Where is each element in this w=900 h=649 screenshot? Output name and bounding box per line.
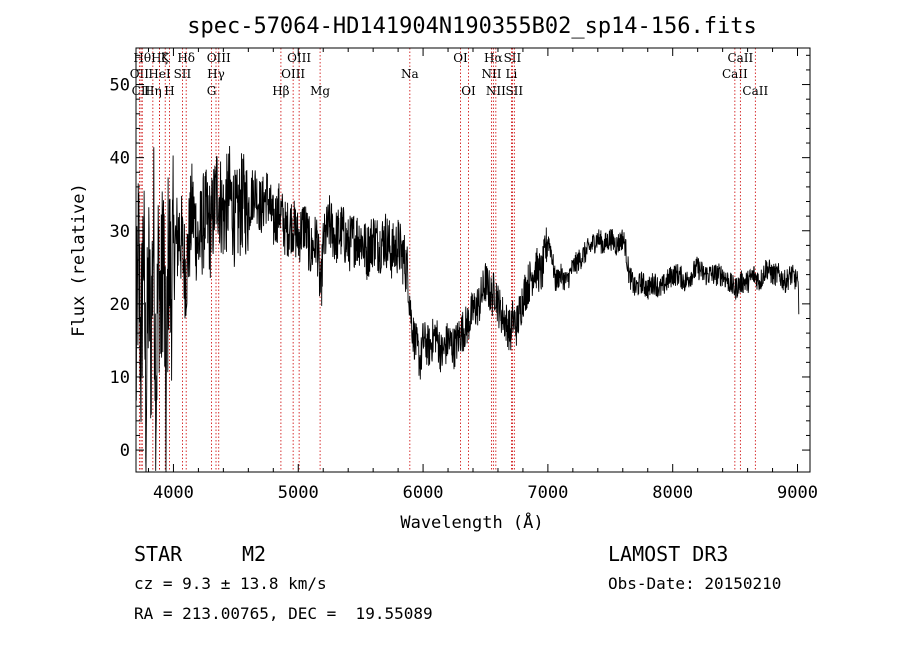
coordinates: RA = 213.00765, DEC = 19.55089	[134, 604, 433, 623]
marker-label-2: Hη	[144, 84, 162, 98]
x-tick-label-4: 8000	[652, 483, 693, 503]
x-tick-label-1: 5000	[278, 483, 319, 503]
marker-label-13: Hβ	[272, 84, 289, 98]
x-tick-label-3: 7000	[527, 483, 568, 503]
marker-label-24: SII	[504, 51, 522, 65]
marker-label-17: Na	[401, 67, 419, 81]
marker-label-6: K	[161, 51, 171, 65]
x-tick-label-0: 4000	[153, 483, 194, 503]
survey-name: LAMOST DR3	[608, 542, 729, 566]
chart-title: spec-57064-HD141904N190355B02_sp14-156.f…	[187, 14, 757, 39]
marker-label-0: OII	[130, 67, 150, 81]
x-tick-label-5: 9000	[777, 483, 818, 503]
marker-label-15: OIII	[287, 51, 311, 65]
y-tick-label-0: 0	[120, 441, 130, 461]
plot-frame	[135, 47, 811, 473]
spectrum-line-0	[135, 145, 800, 473]
x-axis-label: Wavelength (Å)	[400, 511, 543, 533]
y-tick-label-1: 10	[110, 368, 130, 388]
y-tick-label-5: 50	[110, 76, 130, 96]
marker-label-23: Li	[506, 67, 518, 81]
y-axis-label: Flux (relative)	[69, 183, 89, 337]
marker-label-9: Hδ	[177, 51, 195, 65]
marker-label-7: H	[164, 84, 174, 98]
marker-label-11: OIII	[207, 51, 231, 65]
axis-ticks: 4000 5000 6000 7000 8000 9000 0 10 20 30 40 50	[110, 48, 818, 503]
marker-label-26: CaII	[722, 67, 748, 81]
marker-label-25: SII	[505, 84, 523, 98]
redshift-value: cz = 9.3 ± 13.8 km/s	[134, 574, 327, 593]
marker-label-16: Mg	[310, 84, 330, 98]
marker-label-20: NII	[481, 67, 501, 81]
marker-label-18: OI	[453, 51, 468, 65]
marker-label-19: OI	[461, 84, 476, 98]
marker-label-8: SII	[174, 67, 192, 81]
marker-label-10: G	[207, 84, 217, 98]
marker-label-5: CII	[132, 84, 151, 98]
x-tick-label-2: 6000	[403, 483, 444, 503]
marker-label-22: NII	[486, 84, 506, 98]
spectral-subclass: M2	[242, 542, 267, 566]
marker-label-14: OIII	[281, 67, 305, 81]
marker-label-4: HeI	[148, 67, 171, 81]
marker-label-3: Hζ	[151, 51, 168, 65]
y-tick-label-4: 40	[110, 149, 130, 169]
emission-line-markers: OIIHθHηHζHeICIIKHSIIHδGOIIIHγHβOIIIOIIIM…	[130, 48, 768, 472]
marker-label-27: CaII	[727, 51, 753, 65]
y-tick-label-2: 20	[110, 295, 130, 315]
marker-label-28: CaII	[742, 84, 768, 98]
spectrum-series	[135, 145, 800, 473]
marker-label-12: Hγ	[207, 67, 225, 81]
marker-label-21: Hα	[484, 51, 503, 65]
object-type: STAR	[134, 542, 183, 566]
marker-label-1: Hθ	[133, 51, 151, 65]
y-tick-label-3: 30	[110, 222, 130, 242]
observation-date: Obs-Date: 20150210	[608, 574, 782, 593]
